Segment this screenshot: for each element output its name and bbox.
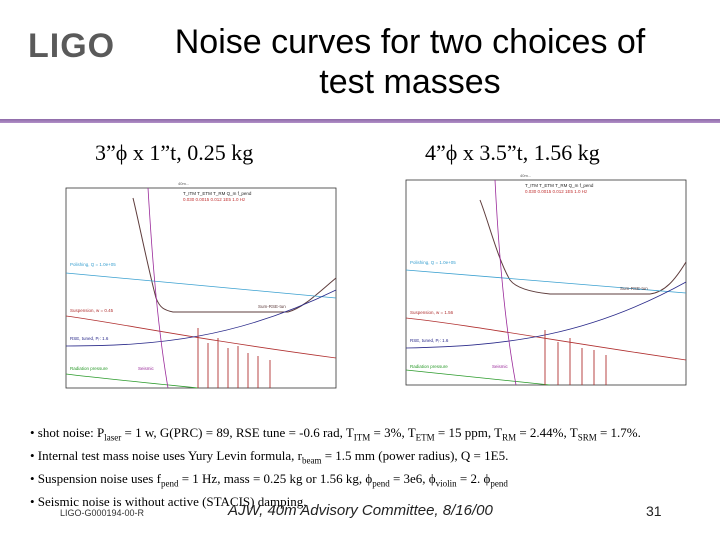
footer-text: AJW, 40m Advisory Committee, 8/16/00 <box>228 502 493 519</box>
label-rse: RSE, tuned, Pᵣ: 1.6 <box>70 336 109 341</box>
plot-left-params: T_ITM T_ETM T_RM Q_m f_pend <box>183 191 252 196</box>
plot-left-header: 40m... <box>178 181 189 186</box>
label-rse: RSE, tuned, Pᵣ: 1.6 <box>410 338 449 343</box>
title-line-2: test masses <box>319 63 501 101</box>
seismic-noise-curve <box>147 187 169 389</box>
plot-right-param-values: 0.030 0.0015 0.012 1E5 1.0 Hz <box>525 189 588 194</box>
ligo-logo: LIGO <box>28 24 115 68</box>
plot-frame <box>405 179 687 386</box>
label-total: Sum-RSE-tun <box>620 286 648 291</box>
label-radiation: Radiation pressure <box>410 364 448 369</box>
label-seismic: Seismic <box>138 366 155 371</box>
caption-left: 3”ϕ x 1”t, 0.25 kg <box>95 140 254 165</box>
violin-peaks <box>544 330 607 385</box>
total-noise-curve <box>479 199 687 295</box>
plot-frame <box>65 187 337 389</box>
plot-right-header: 40m... <box>520 173 531 178</box>
noise-plot-left: 40m... T_ITM T_ETM T_RM Q_m f_pend 0.030… <box>38 178 358 406</box>
label-polishing: Polishing, Q = 1.0e+05 <box>410 260 456 265</box>
label-polishing: Polishing, Q = 1.0e+05 <box>70 262 116 267</box>
title-line-1: Noise curves for two choices of <box>174 23 646 61</box>
note-shot-noise: • shot noise: Plaser = 1 w, G(PRC) = 89,… <box>30 425 641 443</box>
note-internal-noise: • Internal test mass noise uses Yury Lev… <box>30 448 509 466</box>
notes-list: • shot noise: Plaser = 1 w, G(PRC) = 89,… <box>30 424 710 511</box>
noise-plot-right-svg: 40m... T_ITM T_ETM T_RM Q_m f_pend 0.030… <box>405 173 687 386</box>
polishing-noise-curve <box>65 272 337 299</box>
label-radiation: Radiation pressure <box>70 366 108 371</box>
note-seismic-noise: • Seismic noise is without active (STACI… <box>30 494 307 510</box>
rse-noise-curve <box>65 289 337 347</box>
polishing-noise-curve <box>405 269 687 294</box>
total-noise-curve <box>132 197 337 313</box>
note-suspension-noise: • Suspension noise uses fpend = 1 Hz, ma… <box>30 471 508 489</box>
seismic-noise-curve <box>494 179 517 386</box>
title-divider <box>0 119 720 123</box>
slide-title: Noise curves for two choices of test mas… <box>150 22 670 102</box>
suspension-noise-curve <box>65 315 337 359</box>
logo-text: LIGO <box>28 26 116 65</box>
document-id: LIGO-G000194-00-R <box>60 508 145 518</box>
plot-left-param-values: 0.030 0.0015 0.012 1E5 1.0 Hz <box>183 197 246 202</box>
rse-noise-curve <box>405 281 687 349</box>
radiation-pressure-curve <box>405 369 551 386</box>
violin-peaks <box>197 328 271 388</box>
plot-right-params: T_ITM T_ETM T_RM Q_m f_pend <box>525 183 594 188</box>
noise-plot-right: 40m... T_ITM T_ETM T_RM Q_m f_pend 0.030… <box>380 170 700 406</box>
caption-right: 4”ϕ x 3.5”t, 1.56 kg <box>425 140 600 165</box>
noise-plot-left-svg: 40m... T_ITM T_ETM T_RM Q_m f_pend 0.030… <box>65 181 337 389</box>
radiation-pressure-curve <box>65 373 199 389</box>
label-suspension: Suspension, w = 1.56 <box>410 310 454 315</box>
suspension-noise-curve <box>405 317 687 361</box>
page-number: 31 <box>646 503 662 519</box>
label-seismic: Seismic <box>492 364 509 369</box>
label-suspension: Suspension, w = 0.45 <box>70 308 114 313</box>
label-total: Sum-RSE-tun <box>258 304 286 309</box>
